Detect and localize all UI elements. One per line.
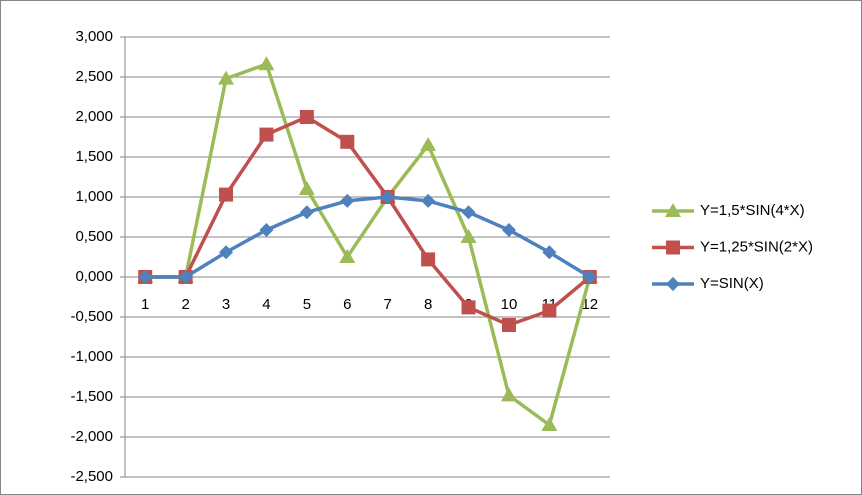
data-point	[542, 245, 557, 260]
y-tick-label: 2,500	[75, 68, 113, 85]
data-point	[461, 300, 476, 315]
y-tick-label: -2,000	[70, 428, 113, 445]
data-point	[541, 417, 558, 431]
data-point	[501, 318, 516, 332]
data-point	[340, 134, 355, 149]
y-tick-label: -2,500	[70, 468, 113, 485]
data-point	[421, 252, 436, 267]
data-point	[461, 205, 476, 220]
data-point	[259, 127, 274, 142]
series-line	[145, 195, 591, 279]
x-tick-label: 10	[501, 296, 518, 313]
data-point	[340, 193, 355, 208]
y-tick-label: 0,500	[75, 228, 113, 245]
data-point	[500, 387, 517, 402]
x-tick-label: 7	[384, 296, 392, 313]
y-tick-label: 1,000	[75, 188, 113, 205]
data-point	[421, 193, 436, 208]
legend-label: Y=SIN(X)	[700, 275, 764, 292]
y-tick-label: 3,000	[75, 28, 113, 45]
legend-marker	[666, 277, 680, 291]
data-point	[258, 56, 275, 71]
data-point	[420, 137, 437, 151]
x-tick-label: 2	[181, 296, 189, 313]
x-tick-label: 6	[343, 296, 351, 313]
legend-label: Y=1,25*SIN(2*X)	[700, 238, 813, 255]
y-tick-label: 1,500	[75, 148, 113, 165]
data-point	[138, 270, 153, 284]
x-tick-label: 12	[581, 296, 598, 313]
y-tick-label: -0,500	[70, 308, 113, 325]
data-point	[380, 190, 395, 204]
legend-marker	[665, 203, 681, 217]
data-point	[298, 181, 315, 195]
y-tick-label: -1,500	[70, 388, 113, 405]
x-tick-label: 4	[262, 296, 270, 313]
data-point	[218, 70, 235, 85]
y-tick-label: 2,000	[75, 108, 113, 125]
y-tick-label: -1,000	[70, 348, 113, 365]
data-point	[582, 270, 597, 284]
y-tick-label: 0,000	[75, 268, 113, 285]
data-point	[299, 205, 314, 220]
legend-marker	[666, 240, 680, 255]
data-point	[219, 187, 234, 202]
legend-label: Y=1,5*SIN(4*X)	[700, 202, 805, 219]
data-point	[259, 222, 274, 237]
data-point	[501, 222, 516, 237]
x-tick-label: 5	[303, 296, 311, 313]
data-point	[460, 229, 477, 243]
data-point	[339, 249, 356, 263]
data-point	[219, 245, 234, 260]
data-point	[178, 270, 193, 284]
x-tick-label: 3	[222, 296, 230, 313]
x-tick-label: 8	[424, 296, 432, 313]
x-tick-label: 1	[141, 296, 149, 313]
data-point	[299, 110, 314, 124]
data-point	[542, 303, 557, 318]
